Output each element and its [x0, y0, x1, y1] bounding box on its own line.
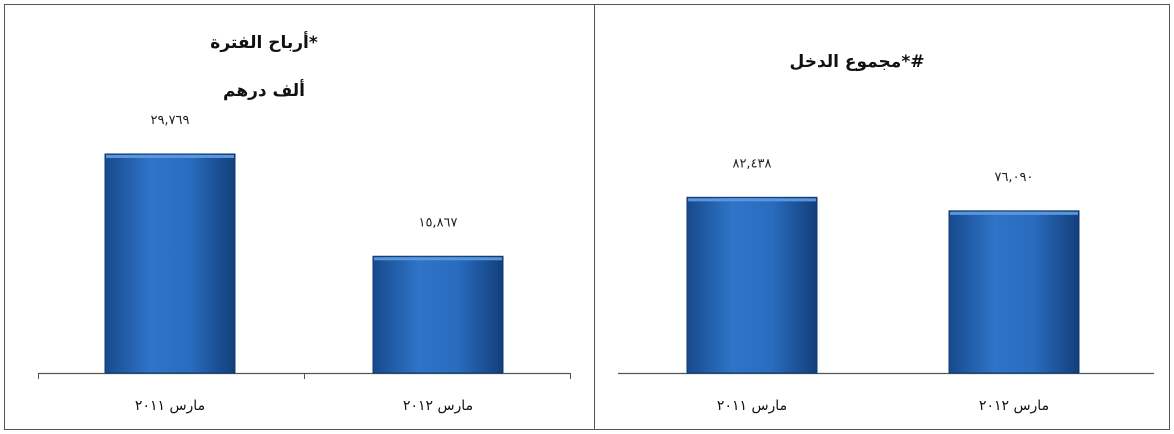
- income-value-label-0: ٨٢,٤٣٨: [732, 156, 771, 171]
- profit-bar-0-highlight: [106, 154, 234, 158]
- profit-value-label-1: ١٥,٨٦٧: [418, 215, 457, 230]
- profit-bar-1-highlight: [374, 257, 502, 261]
- income-bar-0-highlight: [688, 198, 816, 202]
- income-value-label-1: ٧٦,٠٩٠: [994, 170, 1033, 185]
- income-category-label-1: مارس ٢٠١٢: [979, 398, 1049, 414]
- income-bar-0: [686, 196, 818, 374]
- profit-chart-title: أرباح الفترة*: [210, 31, 318, 53]
- profit-chart-subtitle: ألف درهم: [223, 79, 305, 101]
- profit-category-label-0: مارس ٢٠١١: [135, 398, 205, 414]
- charts-svg: أرباح الفترة* ألف درهم ٢٩,٧٦٩ مارس ٢٠١١ ١٥…: [4, 4, 1170, 430]
- profit-chart-border: [4, 4, 595, 430]
- income-chart-marks: ٨٢,٤٣٨ مارس ٢٠١١ ٧٦,٠٩٠ مارس ٢٠١٢: [618, 156, 1154, 414]
- income-bar-1-highlight: [950, 211, 1078, 215]
- income-chart-panel: مجموع الدخل*# ٨٢,٤٣٨ مارس ٢٠١١ ٧٦,٠٩٠ مارس …: [594, 4, 1170, 430]
- profit-chart-marks: ٢٩,٧٦٩ مارس ٢٠١١ ١٥,٨٦٧ مارس ٢٠١٢: [38, 113, 571, 414]
- income-chart-title: مجموع الدخل*#: [790, 52, 925, 72]
- income-bar-1: [948, 210, 1080, 374]
- profit-bar-1: [372, 255, 504, 374]
- profit-bar-0: [104, 153, 236, 374]
- income-category-label-0: مارس ٢٠١١: [717, 398, 787, 414]
- profit-value-label-0: ٢٩,٧٦٩: [150, 113, 189, 128]
- profit-category-label-1: مارس ٢٠١٢: [403, 398, 473, 414]
- profit-chart-panel: أرباح الفترة* ألف درهم ٢٩,٧٦٩ مارس ٢٠١١ ١٥…: [4, 4, 595, 430]
- charts-frame: أرباح الفترة* ألف درهم ٢٩,٧٦٩ مارس ٢٠١١ ١٥…: [4, 4, 1170, 430]
